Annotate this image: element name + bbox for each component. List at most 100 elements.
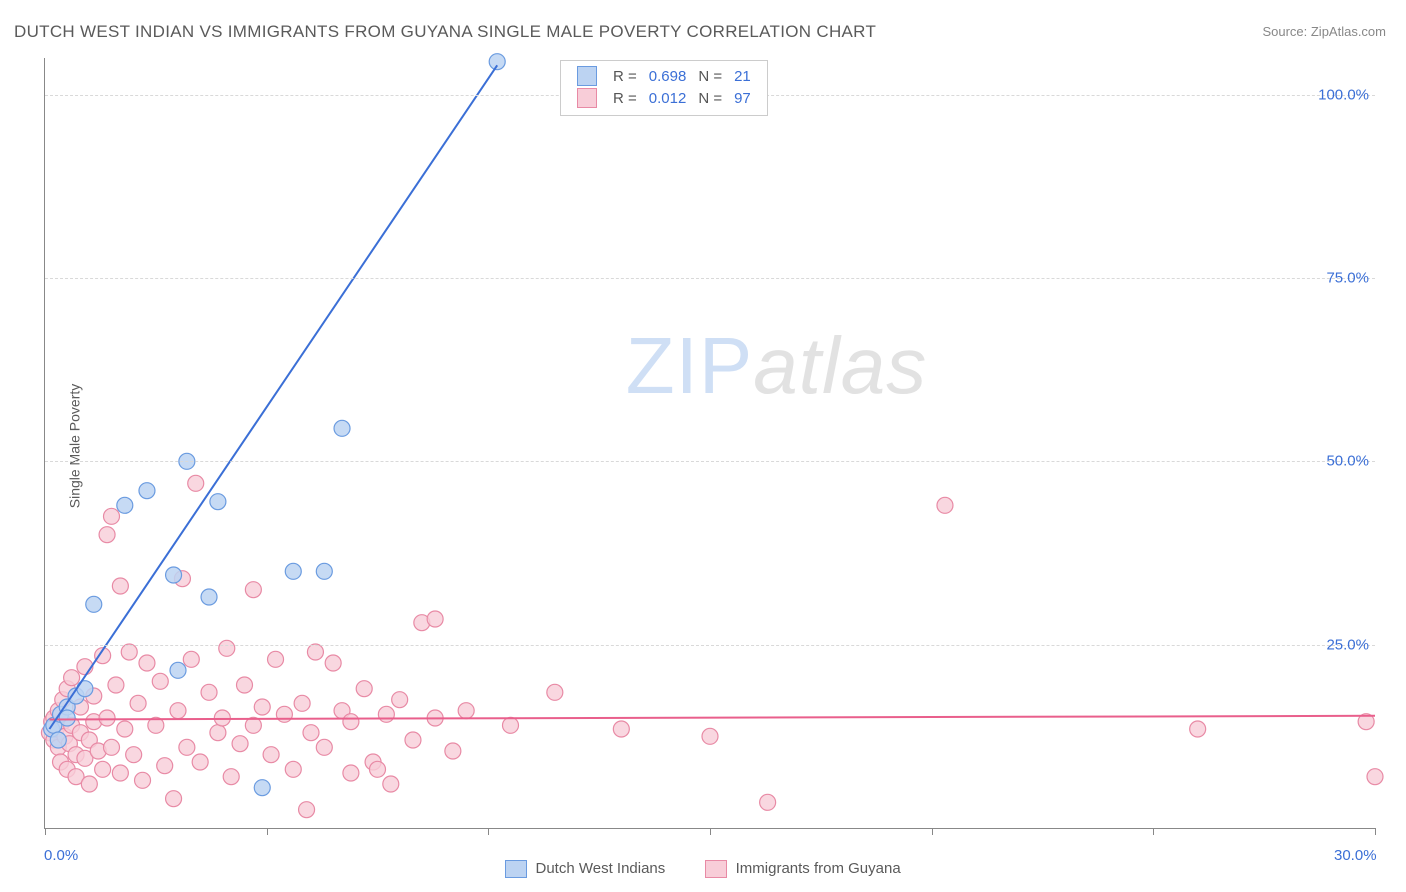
scatter-point bbox=[760, 794, 776, 810]
scatter-point bbox=[210, 494, 226, 510]
legend-item-dutch: Dutch West Indians bbox=[505, 860, 669, 877]
scatter-point bbox=[50, 732, 66, 748]
scatter-point bbox=[268, 651, 284, 667]
scatter-point bbox=[263, 747, 279, 763]
trend-line bbox=[49, 716, 1375, 720]
legend-swatch-guyana bbox=[705, 860, 727, 878]
chart-svg bbox=[45, 58, 1375, 828]
scatter-point bbox=[135, 772, 151, 788]
n-label: N = bbox=[692, 65, 728, 87]
scatter-point bbox=[503, 717, 519, 733]
scatter-point bbox=[104, 508, 120, 524]
scatter-point bbox=[702, 728, 718, 744]
xtick-label: 0.0% bbox=[44, 847, 78, 864]
correlation-legend: R = 0.698 N = 21 R = 0.012 N = 97 bbox=[560, 60, 768, 116]
legend-row-dutch: R = 0.698 N = 21 bbox=[571, 65, 757, 87]
source-link[interactable]: ZipAtlas.com bbox=[1311, 24, 1386, 39]
gridline bbox=[45, 278, 1375, 279]
scatter-point bbox=[201, 589, 217, 605]
xtick bbox=[932, 828, 933, 835]
scatter-point bbox=[112, 578, 128, 594]
scatter-point bbox=[201, 684, 217, 700]
scatter-point bbox=[370, 761, 386, 777]
scatter-point bbox=[427, 611, 443, 627]
scatter-point bbox=[121, 644, 137, 660]
scatter-point bbox=[343, 714, 359, 730]
scatter-point bbox=[383, 776, 399, 792]
scatter-point bbox=[325, 655, 341, 671]
scatter-point bbox=[64, 670, 80, 686]
r-label: R = bbox=[607, 65, 643, 87]
scatter-point bbox=[157, 758, 173, 774]
ytick-label: 75.0% bbox=[1326, 270, 1369, 287]
scatter-point bbox=[316, 563, 332, 579]
scatter-point bbox=[99, 710, 115, 726]
scatter-point bbox=[254, 780, 270, 796]
legend-swatch-dutch bbox=[577, 66, 597, 86]
scatter-point bbox=[117, 721, 133, 737]
xtick bbox=[1153, 828, 1154, 835]
scatter-point bbox=[285, 563, 301, 579]
xtick bbox=[1375, 828, 1376, 835]
r-value-dutch: 0.698 bbox=[643, 65, 693, 87]
scatter-point bbox=[307, 644, 323, 660]
r-label: R = bbox=[607, 87, 643, 109]
gridline bbox=[45, 461, 1375, 462]
scatter-point bbox=[108, 677, 124, 693]
ytick-label: 100.0% bbox=[1318, 86, 1369, 103]
scatter-point bbox=[99, 527, 115, 543]
xtick bbox=[710, 828, 711, 835]
scatter-point bbox=[179, 739, 195, 755]
scatter-point bbox=[170, 662, 186, 678]
scatter-point bbox=[112, 765, 128, 781]
scatter-point bbox=[104, 739, 120, 755]
scatter-point bbox=[237, 677, 253, 693]
legend-item-guyana: Immigrants from Guyana bbox=[705, 860, 900, 877]
source-prefix: Source: bbox=[1262, 24, 1310, 39]
legend-label-dutch: Dutch West Indians bbox=[535, 860, 665, 877]
scatter-point bbox=[547, 684, 563, 700]
legend-swatch-guyana bbox=[577, 88, 597, 108]
scatter-point bbox=[489, 54, 505, 70]
legend-label-guyana: Immigrants from Guyana bbox=[736, 860, 901, 877]
scatter-point bbox=[170, 703, 186, 719]
scatter-point bbox=[130, 695, 146, 711]
scatter-point bbox=[937, 497, 953, 513]
scatter-point bbox=[294, 695, 310, 711]
scatter-point bbox=[1190, 721, 1206, 737]
scatter-point bbox=[303, 725, 319, 741]
scatter-point bbox=[232, 736, 248, 752]
scatter-point bbox=[316, 739, 332, 755]
scatter-point bbox=[95, 761, 111, 777]
scatter-point bbox=[1367, 769, 1383, 785]
xtick bbox=[45, 828, 46, 835]
scatter-point bbox=[188, 475, 204, 491]
scatter-point bbox=[405, 732, 421, 748]
legend-row-guyana: R = 0.012 N = 97 bbox=[571, 87, 757, 109]
scatter-point bbox=[183, 651, 199, 667]
trend-line bbox=[49, 65, 497, 729]
ytick-label: 25.0% bbox=[1326, 636, 1369, 653]
chart-title: DUTCH WEST INDIAN VS IMMIGRANTS FROM GUY… bbox=[14, 22, 876, 42]
scatter-point bbox=[613, 721, 629, 737]
scatter-point bbox=[254, 699, 270, 715]
scatter-point bbox=[223, 769, 239, 785]
scatter-point bbox=[117, 497, 133, 513]
scatter-point bbox=[343, 765, 359, 781]
source-attribution: Source: ZipAtlas.com bbox=[1262, 24, 1386, 39]
ytick-label: 50.0% bbox=[1326, 453, 1369, 470]
n-label: N = bbox=[692, 87, 728, 109]
n-value-guyana: 97 bbox=[728, 87, 757, 109]
r-value-guyana: 0.012 bbox=[643, 87, 693, 109]
scatter-point bbox=[81, 776, 97, 792]
scatter-point bbox=[86, 596, 102, 612]
scatter-point bbox=[285, 761, 301, 777]
xtick-label: 30.0% bbox=[1334, 847, 1377, 864]
series-legend: Dutch West Indians Immigrants from Guyan… bbox=[0, 860, 1406, 878]
scatter-point bbox=[245, 582, 261, 598]
scatter-point bbox=[334, 420, 350, 436]
xtick bbox=[488, 828, 489, 835]
scatter-point bbox=[126, 747, 142, 763]
legend-swatch-dutch bbox=[505, 860, 527, 878]
scatter-point bbox=[219, 640, 235, 656]
